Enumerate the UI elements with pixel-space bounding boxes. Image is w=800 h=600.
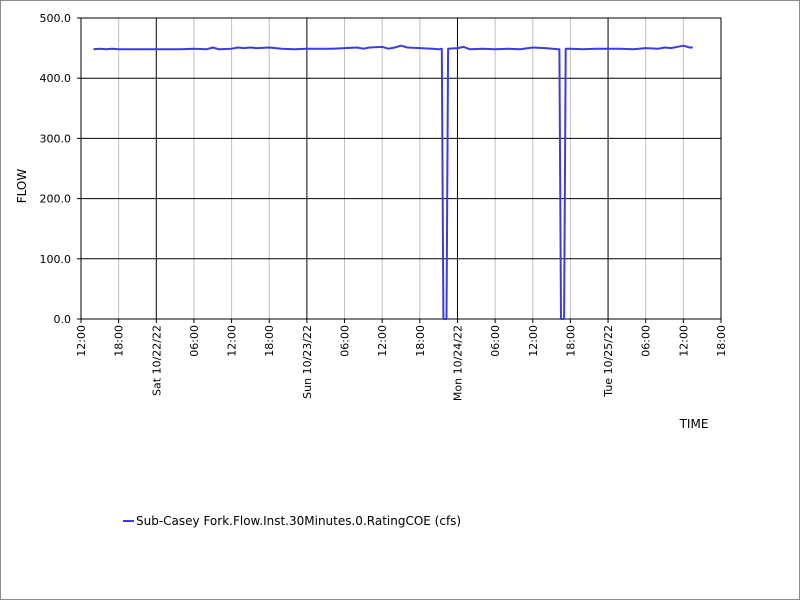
x-tick-label: Mon 10/24/22 [451,325,464,401]
x-tick-label: Sun 10/23/22 [301,325,314,399]
x-tick-label: 18:00 [113,325,126,357]
x-axis-ticks: 12:00 18:00 Sat 10/22/22 06:00 12:00 18:00 Sun… [75,319,728,401]
y-tick-label: 200.0 [40,193,72,206]
x-tick-label: 12:00 [226,325,239,357]
x-tick-label: Sat 10/22/22 [150,325,163,396]
x-tick-label: 18:00 [414,325,427,357]
x-tick-label: 18:00 [263,325,276,357]
x-tick-label: 12:00 [677,325,690,357]
y-axis-ticks: 0.0 100.0 200.0 300.0 400.0 500.0 [40,12,81,326]
y-tick-label: 0.0 [54,313,72,326]
y-tick-label: 400.0 [40,72,72,85]
y-axis-title: FLOW [15,169,29,204]
x-tick-label: Tue 10/25/22 [602,325,615,398]
x-tick-label: 06:00 [339,325,352,357]
major-gridlines [81,17,721,320]
x-tick-label: 06:00 [489,325,502,357]
plot-area [80,17,722,320]
legend: Sub-Casey Fork.Flow.Inst.30Minutes.0.Rat… [123,514,461,528]
x-tick-label: 12:00 [376,325,389,357]
x-tick-label: 12:00 [527,325,540,357]
x-tick-label: 12:00 [75,325,88,357]
minor-gridlines [80,18,722,319]
x-tick-label: 18:00 [715,325,728,357]
y-tick-label: 100.0 [40,253,72,266]
x-tick-label: 06:00 [640,325,653,357]
legend-label: Sub-Casey Fork.Flow.Inst.30Minutes.0.Rat… [136,514,461,528]
series-line [93,44,693,320]
series-layer [93,44,693,320]
y-tick-label: 500.0 [40,12,72,25]
x-tick-label: 18:00 [564,325,577,357]
y-tick-label: 300.0 [40,132,72,145]
x-tick-label: 06:00 [188,325,201,357]
x-axis-title: TIME [679,417,709,431]
